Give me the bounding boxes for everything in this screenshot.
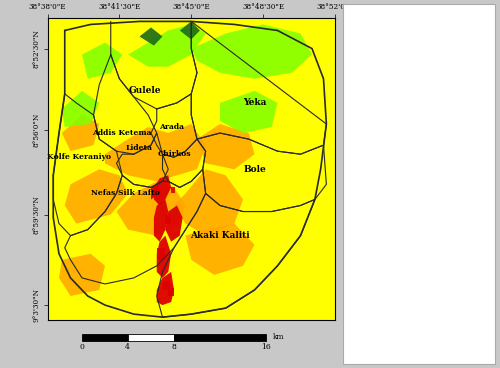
Polygon shape — [157, 272, 174, 305]
Text: N: N — [412, 22, 425, 36]
Text: Legend: Legend — [354, 157, 401, 168]
Bar — [162, 281, 170, 290]
Text: Gulele: Gulele — [129, 86, 162, 95]
Bar — [354, 237, 376, 252]
Text: Nefas Silk Lafto: Nefas Silk Lafto — [90, 190, 160, 197]
Text: Permanently not suitable: Permanently not suitable — [382, 314, 484, 322]
Bar — [354, 212, 376, 228]
Text: Moderately suitable: Moderately suitable — [382, 241, 464, 249]
Polygon shape — [116, 181, 186, 236]
Text: Suitability classes: Suitability classes — [354, 196, 453, 205]
Bar — [174, 334, 266, 341]
Polygon shape — [154, 175, 171, 205]
Polygon shape — [166, 205, 182, 242]
Text: Bole: Bole — [243, 165, 266, 174]
Text: Kolfe Keraniyo: Kolfe Keraniyo — [47, 153, 111, 161]
Bar — [354, 174, 376, 190]
Polygon shape — [140, 28, 162, 46]
Text: Highly suitable: Highly suitable — [382, 216, 444, 224]
Text: km: km — [272, 333, 284, 342]
Polygon shape — [191, 24, 312, 79]
Text: 0: 0 — [79, 343, 84, 351]
Text: Currently not suitable: Currently not suitable — [382, 290, 472, 298]
Text: Yeka: Yeka — [243, 98, 266, 107]
Bar — [168, 289, 174, 296]
Polygon shape — [154, 199, 168, 242]
Polygon shape — [220, 91, 278, 133]
Polygon shape — [186, 224, 254, 275]
Polygon shape — [197, 124, 254, 169]
Bar — [354, 310, 376, 326]
Polygon shape — [174, 169, 243, 236]
Polygon shape — [105, 124, 206, 181]
Polygon shape — [157, 236, 171, 278]
Polygon shape — [128, 24, 206, 67]
Text: Study area boundaries: Study area boundaries — [382, 178, 474, 186]
Polygon shape — [180, 21, 200, 39]
Text: Addis Ketema: Addis Ketema — [92, 129, 152, 137]
Text: Chirkos: Chirkos — [157, 150, 191, 158]
Bar — [128, 334, 174, 341]
Text: 8: 8 — [171, 343, 176, 351]
Text: Marginally suitable: Marginally suitable — [382, 265, 461, 273]
Text: Arada: Arada — [158, 123, 184, 131]
Text: 4: 4 — [125, 343, 130, 351]
Polygon shape — [62, 91, 99, 127]
Polygon shape — [82, 43, 122, 79]
Polygon shape — [151, 181, 160, 199]
Bar — [171, 187, 175, 194]
Polygon shape — [65, 169, 128, 224]
Polygon shape — [59, 254, 105, 296]
Bar — [354, 286, 376, 301]
Bar — [354, 261, 376, 277]
Bar — [82, 334, 128, 341]
Text: Akaki Kaliti: Akaki Kaliti — [190, 231, 250, 240]
Polygon shape — [48, 18, 335, 320]
Bar — [166, 215, 171, 224]
Polygon shape — [62, 115, 99, 151]
Text: Lideta: Lideta — [126, 144, 153, 152]
Text: 16: 16 — [260, 343, 270, 351]
Bar — [157, 248, 166, 260]
